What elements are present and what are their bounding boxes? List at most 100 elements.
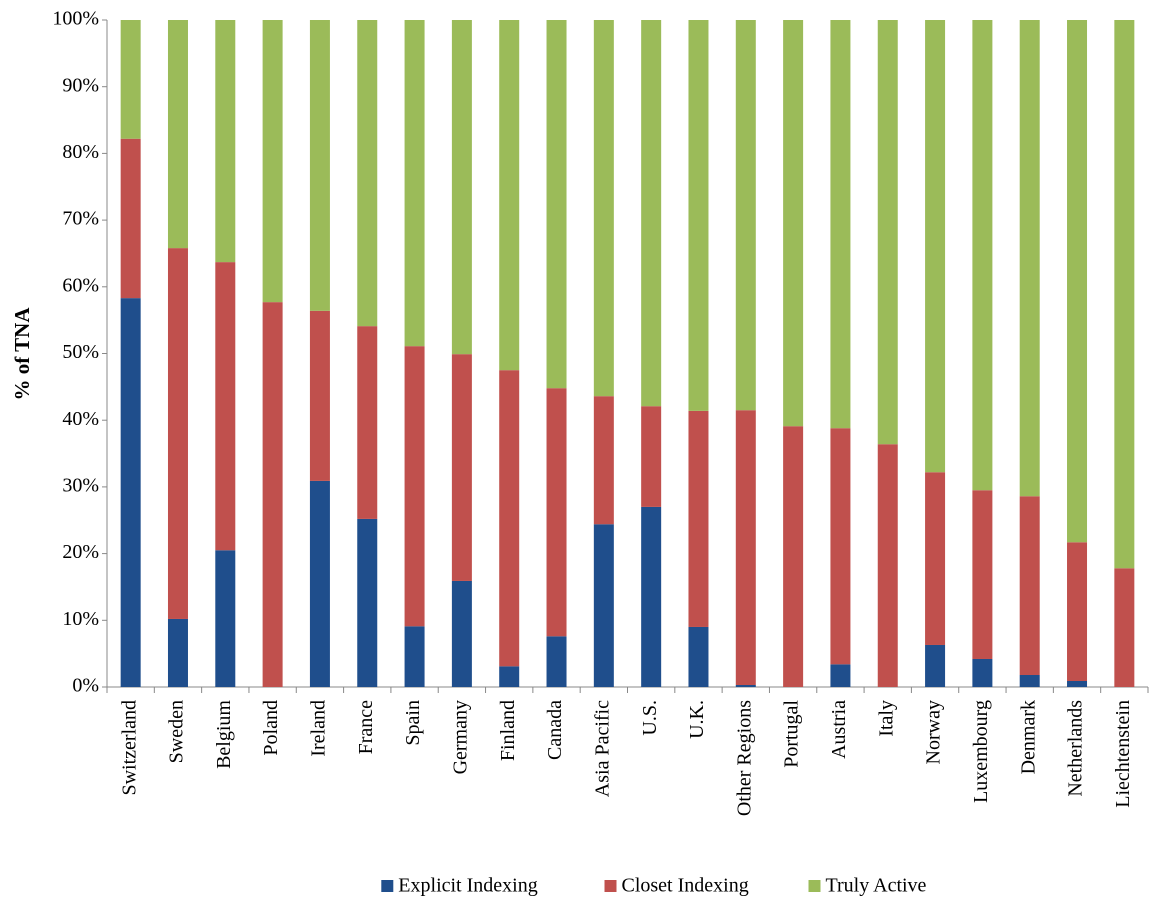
bar-segment — [1067, 680, 1088, 687]
legend-label: Explicit Indexing — [398, 875, 537, 897]
bar-segment — [404, 626, 425, 687]
x-tick-label: Finland — [497, 700, 519, 761]
bar-segment — [1019, 20, 1040, 497]
bar-segment — [167, 618, 188, 687]
x-tick-label: U.K. — [686, 700, 708, 739]
y-tick-label: 30% — [62, 474, 99, 496]
bar-segment — [972, 20, 993, 491]
bar-segment — [925, 20, 946, 473]
bar-segment — [735, 410, 756, 685]
x-tick-label: Norway — [923, 700, 945, 764]
bar-segment — [120, 138, 141, 299]
bar-segment — [1114, 20, 1135, 569]
bar-segment — [215, 550, 236, 687]
x-tick-label: Canada — [544, 700, 566, 760]
bar-segment — [357, 518, 378, 687]
bar-segment — [120, 298, 141, 687]
bar-segment — [593, 20, 614, 397]
y-tick-label: 100% — [52, 8, 99, 30]
bar-segment — [735, 684, 756, 687]
bar-segment — [972, 490, 993, 659]
x-tick-label: Germany — [449, 700, 471, 774]
bar-segment — [783, 426, 804, 687]
y-tick-label: 40% — [62, 408, 99, 430]
bar-segment — [499, 370, 520, 667]
x-tick-label: Liechtenstein — [1112, 700, 1134, 808]
x-tick-label: Denmark — [1017, 700, 1039, 774]
bar-segment — [688, 626, 709, 687]
x-tick-label: Portugal — [781, 700, 803, 768]
bar-segment — [688, 20, 709, 411]
bar-segment — [1019, 496, 1040, 675]
bar-segment — [357, 326, 378, 519]
bar-segment — [451, 580, 472, 687]
x-tick-label: Sweden — [166, 700, 188, 763]
bar-segment — [499, 20, 520, 371]
bar-segment — [404, 346, 425, 627]
bar-segment — [830, 428, 851, 665]
bar-segment — [546, 20, 567, 389]
bar-segment — [262, 302, 283, 687]
bar-segment — [830, 664, 851, 687]
bar-segment — [783, 20, 804, 427]
bar-segment — [593, 524, 614, 687]
bar-segment — [641, 406, 662, 507]
x-tick-label: Poland — [260, 700, 282, 756]
bar-segment — [215, 262, 236, 551]
bar-segment — [167, 248, 188, 619]
bar-segment — [641, 20, 662, 407]
y-tick-label: 10% — [62, 608, 99, 630]
y-axis-title: % of TNA — [10, 307, 34, 401]
legend-swatch — [808, 880, 821, 892]
bar-segment — [215, 20, 236, 263]
bar-segment — [641, 506, 662, 687]
bar-segment — [499, 666, 520, 687]
bar-segment — [688, 410, 709, 627]
bar-segment — [309, 480, 330, 687]
y-tick-label: 20% — [62, 541, 99, 563]
bar-segment — [877, 444, 898, 687]
bar-segment — [451, 354, 472, 581]
bar-segment — [546, 636, 567, 687]
x-tick-label: Ireland — [308, 700, 330, 757]
y-tick-label: 70% — [62, 208, 99, 230]
y-tick-label: 80% — [62, 141, 99, 163]
bar-segment — [167, 20, 188, 249]
x-tick-label: Other Regions — [733, 700, 755, 816]
x-tick-label: Spain — [402, 700, 424, 746]
bar-segment — [309, 310, 330, 481]
bar-segment — [357, 20, 378, 327]
x-tick-label: Italy — [875, 700, 897, 737]
bar-segment — [593, 396, 614, 525]
bar-segment — [451, 20, 472, 355]
bar-segment — [925, 472, 946, 645]
legend-label: Truly Active — [826, 875, 927, 897]
x-tick-label: France — [355, 700, 377, 755]
bar-segment — [972, 658, 993, 687]
x-tick-label: Netherlands — [1065, 700, 1087, 797]
bar-segment — [735, 20, 756, 411]
bar-segment — [877, 20, 898, 445]
bar-segment — [404, 20, 425, 347]
y-tick-label: 50% — [62, 341, 99, 363]
x-tick-label: Austria — [828, 700, 850, 759]
legend-swatch — [604, 880, 617, 892]
x-tick-label: Switzerland — [118, 700, 140, 796]
y-tick-label: 60% — [62, 274, 99, 296]
x-tick-label: Asia Pacific — [591, 700, 613, 797]
bar-segment — [1114, 568, 1135, 687]
x-tick-label: U.S. — [639, 700, 661, 736]
bar-segment — [830, 20, 851, 429]
bar-segment — [1067, 20, 1088, 543]
legend-label: Closet Indexing — [622, 875, 749, 897]
x-tick-label: Belgium — [213, 700, 235, 769]
bar-segment — [120, 20, 141, 139]
bar-segment — [925, 644, 946, 687]
x-tick-label: Luxembourg — [970, 700, 992, 803]
y-tick-label: 90% — [62, 74, 99, 96]
bar-segment — [546, 388, 567, 637]
y-tick-label: 0% — [72, 675, 99, 697]
bar-segment — [309, 20, 330, 311]
bar-segment — [1019, 674, 1040, 687]
